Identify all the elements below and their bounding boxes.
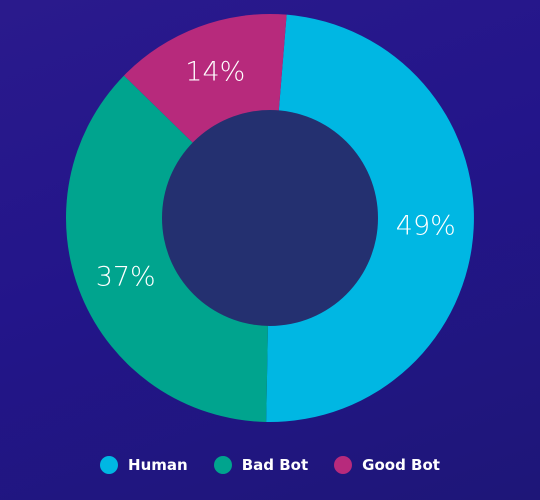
legend-swatch-human xyxy=(100,456,119,474)
legend-item-good-bot: Good Bot xyxy=(334,456,440,474)
data-label-bad-bot: 37% xyxy=(96,262,156,293)
chart-legend: Human Bad Bot Good Bot xyxy=(0,456,540,474)
chart-data-labels: 49% 37% 14% xyxy=(96,56,456,292)
donut-center xyxy=(162,110,378,326)
legend-item-human: Human xyxy=(100,456,188,474)
legend-swatch-good-bot xyxy=(334,456,353,474)
legend-label-human: Human xyxy=(128,456,188,474)
donut-chart: 49% 37% 14% xyxy=(66,13,474,422)
legend-item-bad-bot: Bad Bot xyxy=(213,456,309,474)
legend-label-bad-bot: Bad Bot xyxy=(241,456,309,474)
data-label-good-bot: 14% xyxy=(185,56,245,87)
data-label-human: 49% xyxy=(396,210,456,241)
legend-swatch-bad-bot xyxy=(213,456,232,474)
legend-label-good-bot: Good Bot xyxy=(362,456,440,474)
